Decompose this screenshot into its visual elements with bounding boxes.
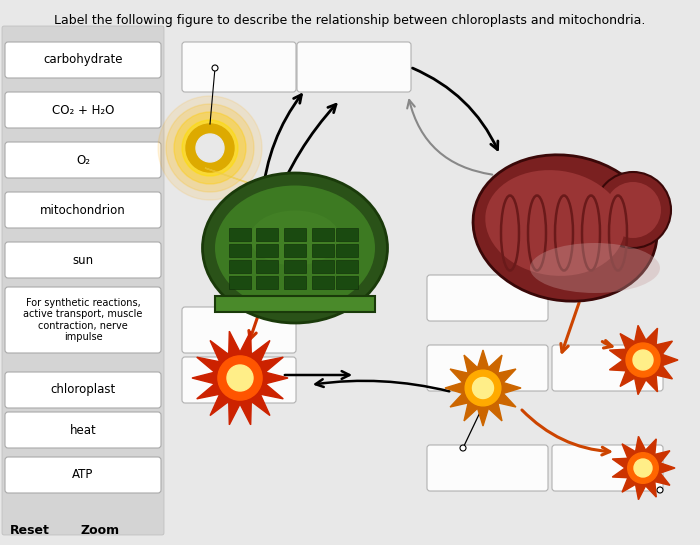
Ellipse shape (215, 185, 375, 311)
Text: ATP: ATP (72, 469, 94, 481)
Bar (312, 244, 334, 257)
FancyBboxPatch shape (5, 412, 161, 448)
Circle shape (186, 124, 234, 172)
Bar (336, 244, 358, 257)
Bar (256, 276, 278, 289)
FancyBboxPatch shape (552, 445, 663, 491)
Bar (284, 276, 306, 289)
Text: carbohydrate: carbohydrate (43, 53, 122, 66)
Bar (312, 260, 334, 273)
Ellipse shape (530, 243, 660, 293)
FancyBboxPatch shape (5, 287, 161, 353)
Circle shape (218, 356, 262, 400)
Bar (229, 260, 251, 273)
Polygon shape (612, 437, 675, 500)
Circle shape (595, 172, 671, 248)
Bar (229, 244, 251, 257)
Circle shape (657, 487, 663, 493)
FancyBboxPatch shape (427, 345, 548, 391)
Text: For synthetic reactions,
active transport, muscle
contraction, nerve
impulse: For synthetic reactions, active transpor… (23, 298, 143, 342)
Ellipse shape (202, 173, 388, 323)
Circle shape (196, 134, 224, 162)
Bar (284, 228, 306, 241)
FancyBboxPatch shape (427, 275, 548, 321)
Text: Label the following figure to describe the relationship between chloroplasts and: Label the following figure to describe t… (55, 14, 645, 27)
Bar (284, 244, 306, 257)
FancyBboxPatch shape (182, 307, 296, 353)
Text: Reset: Reset (10, 524, 50, 536)
Bar (229, 276, 251, 289)
Bar (312, 276, 334, 289)
FancyBboxPatch shape (5, 92, 161, 128)
Bar (229, 228, 251, 241)
Circle shape (473, 378, 494, 398)
Circle shape (174, 112, 246, 184)
Ellipse shape (250, 210, 340, 265)
Bar (312, 228, 334, 241)
Bar (336, 228, 358, 241)
Circle shape (460, 445, 466, 451)
FancyBboxPatch shape (5, 42, 161, 78)
FancyBboxPatch shape (5, 192, 161, 228)
FancyBboxPatch shape (2, 26, 164, 535)
FancyBboxPatch shape (5, 142, 161, 178)
Bar (336, 276, 358, 289)
Circle shape (182, 120, 238, 176)
Text: O₂: O₂ (76, 154, 90, 167)
Text: mitochondrion: mitochondrion (40, 203, 126, 216)
Circle shape (158, 96, 262, 200)
Circle shape (626, 343, 660, 377)
Circle shape (166, 104, 254, 192)
FancyBboxPatch shape (427, 445, 548, 491)
Circle shape (227, 365, 253, 391)
FancyBboxPatch shape (297, 42, 411, 92)
Text: heat: heat (69, 423, 97, 437)
Circle shape (605, 182, 661, 238)
Text: chloroplast: chloroplast (50, 384, 116, 397)
Bar (256, 228, 278, 241)
Ellipse shape (485, 170, 624, 276)
Polygon shape (205, 168, 295, 200)
Circle shape (212, 65, 218, 71)
Circle shape (634, 459, 652, 477)
FancyBboxPatch shape (215, 296, 375, 312)
Circle shape (633, 350, 653, 370)
FancyBboxPatch shape (5, 372, 161, 408)
Polygon shape (610, 325, 678, 395)
Bar (336, 260, 358, 273)
Text: sun: sun (72, 253, 94, 267)
Ellipse shape (473, 155, 657, 301)
Bar (256, 244, 278, 257)
Circle shape (628, 453, 658, 483)
Polygon shape (445, 350, 521, 426)
FancyBboxPatch shape (182, 42, 296, 92)
Text: Zoom: Zoom (80, 524, 120, 536)
Bar (284, 260, 306, 273)
FancyBboxPatch shape (552, 345, 663, 391)
FancyBboxPatch shape (182, 357, 296, 403)
FancyBboxPatch shape (5, 242, 161, 278)
FancyBboxPatch shape (5, 457, 161, 493)
Text: CO₂ + H₂O: CO₂ + H₂O (52, 104, 114, 117)
Polygon shape (192, 331, 288, 425)
Circle shape (465, 370, 501, 406)
Bar (256, 260, 278, 273)
